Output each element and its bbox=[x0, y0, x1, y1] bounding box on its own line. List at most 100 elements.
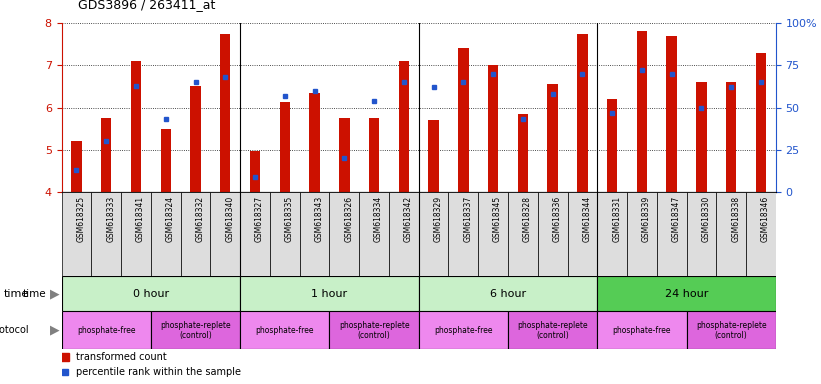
Bar bbox=[190, 86, 200, 192]
Text: GSM618324: GSM618324 bbox=[166, 196, 175, 242]
Bar bbox=[419, 311, 508, 349]
Bar bbox=[359, 192, 389, 276]
Bar bbox=[71, 141, 81, 192]
Text: GSM618330: GSM618330 bbox=[701, 196, 710, 242]
Text: GSM618338: GSM618338 bbox=[732, 196, 741, 242]
Bar bbox=[131, 61, 141, 192]
Text: ▶: ▶ bbox=[49, 287, 59, 300]
Bar bbox=[181, 192, 210, 276]
Bar bbox=[548, 84, 557, 192]
Bar bbox=[508, 192, 538, 276]
Text: GSM618342: GSM618342 bbox=[404, 196, 413, 242]
Bar bbox=[746, 192, 776, 276]
Text: GSM618336: GSM618336 bbox=[553, 196, 562, 242]
Bar bbox=[429, 120, 438, 192]
Text: 0 hour: 0 hour bbox=[133, 289, 169, 299]
Text: GSM618332: GSM618332 bbox=[195, 196, 204, 242]
Text: GSM618337: GSM618337 bbox=[463, 196, 472, 242]
Bar bbox=[488, 65, 498, 192]
Bar bbox=[240, 311, 329, 349]
Text: GSM618340: GSM618340 bbox=[225, 196, 234, 242]
Text: 6 hour: 6 hour bbox=[490, 289, 526, 299]
Bar bbox=[270, 192, 300, 276]
Text: GSM618341: GSM618341 bbox=[136, 196, 145, 242]
Text: GSM618327: GSM618327 bbox=[255, 196, 264, 242]
Text: phosphate-free: phosphate-free bbox=[77, 326, 135, 335]
Bar bbox=[686, 311, 776, 349]
Bar bbox=[310, 93, 319, 192]
Text: growth protocol: growth protocol bbox=[0, 325, 29, 335]
Bar bbox=[657, 192, 686, 276]
Bar bbox=[508, 311, 597, 349]
Bar bbox=[726, 82, 736, 192]
Text: phosphate-replete
(control): phosphate-replete (control) bbox=[339, 321, 410, 340]
Bar bbox=[458, 48, 469, 192]
Bar bbox=[696, 82, 707, 192]
Text: GDS3896 / 263411_at: GDS3896 / 263411_at bbox=[78, 0, 215, 12]
Bar bbox=[667, 36, 677, 192]
Text: phosphate-replete
(control): phosphate-replete (control) bbox=[696, 321, 767, 340]
Bar bbox=[399, 61, 409, 192]
Bar bbox=[448, 192, 478, 276]
Bar bbox=[161, 129, 171, 192]
Text: GSM618328: GSM618328 bbox=[523, 196, 532, 242]
Bar bbox=[567, 192, 597, 276]
Text: GSM618326: GSM618326 bbox=[344, 196, 353, 242]
Bar bbox=[329, 311, 419, 349]
Bar bbox=[220, 34, 231, 192]
Bar bbox=[518, 114, 528, 192]
Text: transformed count: transformed count bbox=[76, 352, 167, 362]
Text: GSM618343: GSM618343 bbox=[314, 196, 323, 242]
Bar bbox=[598, 276, 776, 311]
Bar bbox=[122, 192, 151, 276]
Bar bbox=[716, 192, 746, 276]
Bar bbox=[389, 192, 419, 276]
Text: GSM618344: GSM618344 bbox=[582, 196, 591, 242]
Text: GSM618339: GSM618339 bbox=[642, 196, 651, 242]
Text: phosphate-replete
(control): phosphate-replete (control) bbox=[517, 321, 588, 340]
Bar bbox=[597, 192, 627, 276]
Bar bbox=[538, 192, 567, 276]
Bar bbox=[210, 192, 240, 276]
Text: GSM618334: GSM618334 bbox=[374, 196, 383, 242]
Bar bbox=[240, 192, 270, 276]
Text: percentile rank within the sample: percentile rank within the sample bbox=[76, 367, 241, 377]
Text: GSM618329: GSM618329 bbox=[433, 196, 443, 242]
Bar bbox=[300, 192, 329, 276]
Bar bbox=[62, 311, 151, 349]
Bar bbox=[637, 31, 647, 192]
Bar bbox=[686, 192, 716, 276]
Bar bbox=[419, 276, 597, 311]
Bar bbox=[280, 103, 290, 192]
Bar bbox=[419, 192, 448, 276]
Text: time: time bbox=[3, 289, 29, 299]
Text: phosphate-free: phosphate-free bbox=[434, 326, 493, 335]
Text: 1 hour: 1 hour bbox=[311, 289, 347, 299]
Text: GSM618345: GSM618345 bbox=[493, 196, 502, 242]
Text: GSM618333: GSM618333 bbox=[106, 196, 115, 242]
Text: GSM618325: GSM618325 bbox=[76, 196, 85, 242]
Bar bbox=[240, 276, 419, 311]
Text: 24 hour: 24 hour bbox=[665, 289, 709, 299]
Bar bbox=[627, 192, 657, 276]
Text: GSM618347: GSM618347 bbox=[672, 196, 681, 242]
Bar bbox=[607, 99, 617, 192]
Text: ▶: ▶ bbox=[49, 324, 59, 337]
Text: phosphate-free: phosphate-free bbox=[612, 326, 672, 335]
Text: phosphate-replete
(control): phosphate-replete (control) bbox=[160, 321, 231, 340]
Bar bbox=[756, 53, 766, 192]
Text: time: time bbox=[23, 289, 47, 299]
Text: GSM618331: GSM618331 bbox=[612, 196, 621, 242]
Bar bbox=[339, 118, 350, 192]
Bar bbox=[598, 311, 686, 349]
Bar bbox=[369, 118, 379, 192]
Bar bbox=[101, 118, 112, 192]
Bar bbox=[478, 192, 508, 276]
Text: GSM618346: GSM618346 bbox=[761, 196, 770, 242]
Bar bbox=[151, 192, 181, 276]
Bar bbox=[329, 192, 360, 276]
Bar bbox=[91, 192, 122, 276]
Bar bbox=[62, 276, 240, 311]
Text: phosphate-free: phosphate-free bbox=[255, 326, 314, 335]
Bar bbox=[151, 311, 240, 349]
